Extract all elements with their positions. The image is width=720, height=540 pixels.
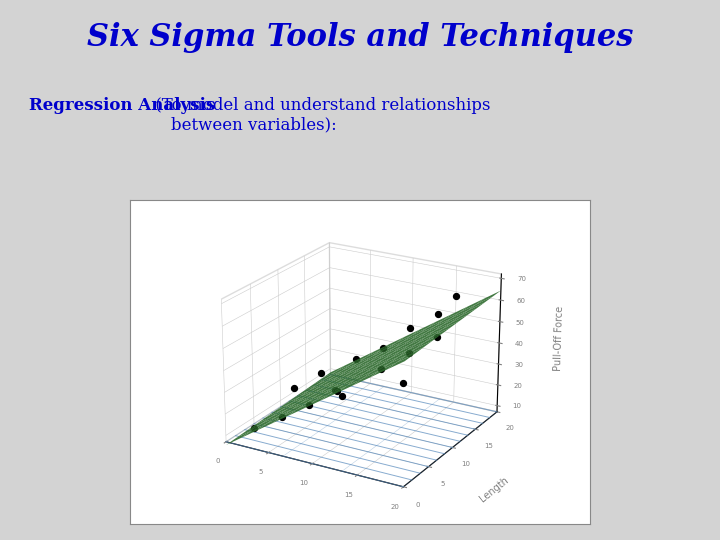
Text: (To model and understand relationships
    between variables):: (To model and understand relationships b…	[150, 97, 490, 134]
Text: Regression Analysis: Regression Analysis	[29, 97, 215, 114]
Text: Six Sigma Tools and Techniques: Six Sigma Tools and Techniques	[87, 22, 633, 52]
Y-axis label: Length: Length	[477, 475, 510, 504]
